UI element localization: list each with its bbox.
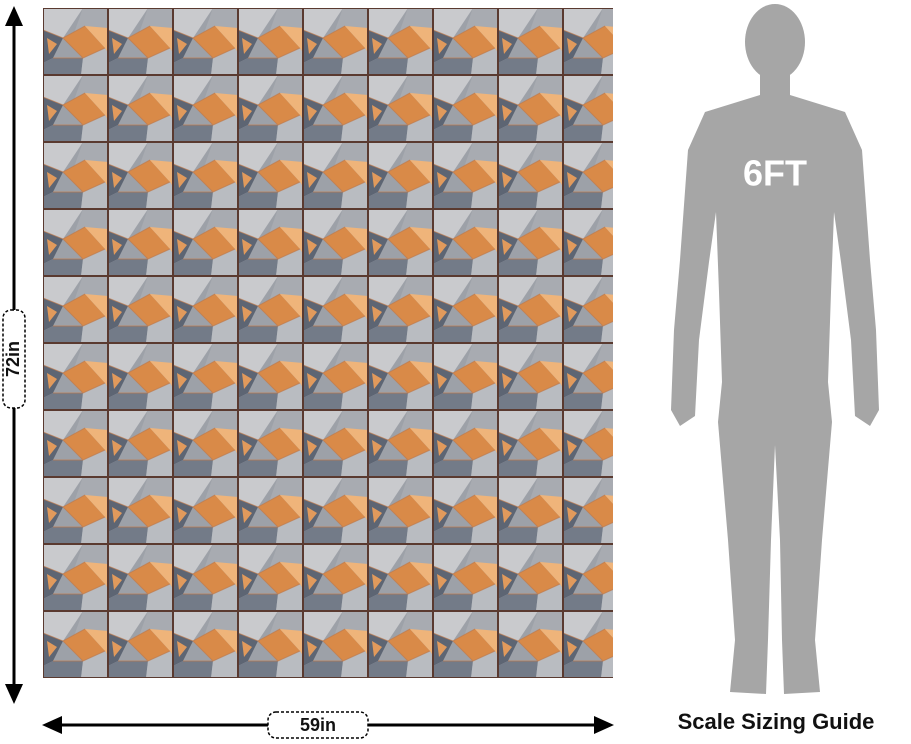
caption: Scale Sizing Guide	[678, 709, 875, 734]
height-arrow: 72in	[2, 6, 26, 704]
height-label: 72in	[3, 341, 23, 377]
width-arrow: 59in	[42, 711, 614, 739]
figure-height-label: 6FT	[743, 153, 807, 194]
width-label: 59in	[300, 715, 336, 735]
human-silhouette	[671, 4, 879, 694]
wallpaper-pattern	[43, 8, 613, 678]
